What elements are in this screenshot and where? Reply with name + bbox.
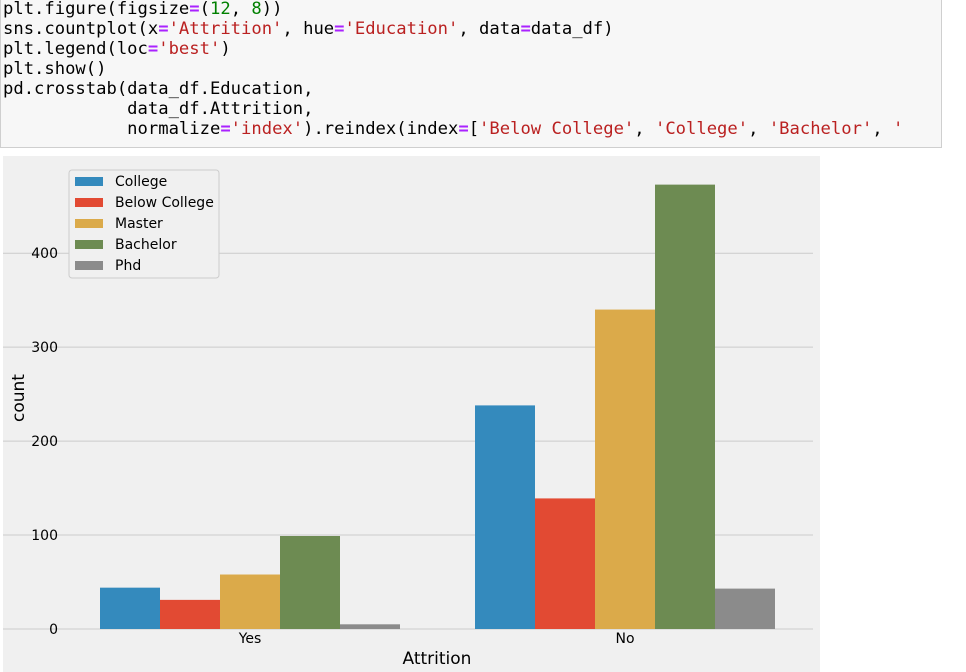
code-token: = — [220, 119, 231, 139]
code-token: plt.show() — [3, 59, 107, 79]
code-token: ( — [199, 0, 210, 19]
legend-swatch — [75, 219, 103, 228]
code-token: = — [334, 19, 345, 39]
code-token: , — [634, 119, 655, 139]
legend-swatch — [75, 198, 103, 207]
y-tick-label: 100 — [31, 528, 58, 544]
code-token: ) — [220, 39, 231, 59]
code-line: plt.show() — [3, 59, 106, 79]
code-line: data_df.Attrition, — [3, 99, 313, 119]
x-tick-label: Yes — [238, 631, 262, 647]
x-tick-label: No — [615, 631, 634, 647]
legend-swatch — [75, 177, 103, 186]
code-token: , — [872, 119, 893, 139]
code-token: 12 — [209, 0, 231, 19]
y-tick-label: 300 — [31, 340, 58, 356]
code-token: 'Below College' — [479, 119, 635, 139]
code-token: ).reindex(index — [303, 119, 459, 139]
legend-label: College — [115, 174, 167, 190]
bar-bachelor-yes — [280, 535, 340, 629]
code-token: [ — [468, 119, 480, 139]
code-token: data_df.Attrition, — [3, 99, 314, 119]
code-token: , — [230, 0, 252, 19]
code-token: = — [189, 0, 200, 19]
bar-below-college-yes — [160, 599, 220, 629]
y-tick-labels: 0 100 200 300 400 — [31, 246, 58, 638]
code-line: plt.legend(loc='best') — [3, 39, 231, 59]
code-token: 'Education' — [344, 19, 459, 39]
code-line: normalize='index').reindex(index=['Below… — [3, 119, 903, 139]
legend: College Below College Master Bachelor Phd — [68, 169, 220, 279]
legend-swatch — [75, 240, 103, 249]
bar-bachelor-no — [655, 184, 715, 629]
code-token: = — [520, 19, 531, 39]
y-tick-label: 0 — [49, 622, 58, 638]
legend-label: Below College — [115, 195, 214, 211]
bar-college-yes — [100, 587, 160, 629]
countplot-chart: 0 100 200 300 400 Yes No count Attrition Coll… — [3, 156, 820, 672]
code-token: 'Attrition' — [168, 19, 283, 39]
code-token: , — [748, 119, 769, 139]
code-token: 8 — [251, 0, 262, 19]
legend-label: Phd — [115, 258, 141, 274]
code-token: 'Bachelor' — [768, 119, 873, 139]
code-token: normalize — [3, 119, 221, 139]
bar-below-college-no — [535, 498, 595, 629]
code-token: 'College' — [654, 119, 749, 139]
legend-label: Master — [115, 216, 163, 232]
code-token: sns.countplot(x — [3, 19, 159, 39]
code-token: pd.crosstab(data_df.Education, — [3, 79, 314, 99]
code-line: plt.figure(figsize=(12, 8)) — [3, 0, 282, 19]
bar-master-yes — [220, 574, 280, 629]
code-line: pd.crosstab(data_df.Education, — [3, 79, 313, 99]
code-token: 'best' — [158, 39, 221, 59]
code-token: = — [458, 119, 469, 139]
y-axis-label: count — [9, 374, 29, 422]
x-tick-labels: Yes No — [238, 631, 635, 647]
code-token: , data — [458, 19, 521, 39]
code-token: = — [147, 39, 159, 59]
code-line: sns.countplot(x='Attrition', hue='Educat… — [3, 19, 614, 39]
code-token: , hue — [282, 19, 335, 39]
bar-college-no — [475, 405, 535, 629]
bar-phd-yes — [340, 624, 400, 629]
bar-phd-no — [715, 588, 775, 629]
bars — [100, 184, 775, 629]
code-token: = — [158, 19, 169, 39]
y-tick-label: 400 — [31, 246, 58, 262]
code-token: plt.figure(figsize — [3, 0, 190, 19]
code-token: ' — [893, 119, 904, 139]
code-token: )) — [261, 0, 283, 19]
legend-swatch — [75, 261, 103, 270]
x-axis-label: Attrition — [403, 649, 472, 669]
code-token: plt.legend(loc — [3, 39, 148, 59]
code-cell[interactable]: plt.figure(figsize=(12, 8)) sns.countplot… — [0, 0, 942, 148]
legend-frame — [68, 169, 220, 279]
code-token: data_df) — [530, 19, 614, 39]
legend-label: Bachelor — [115, 237, 177, 253]
y-tick-label: 200 — [31, 434, 58, 450]
bar-master-no — [595, 309, 655, 629]
code-token: 'index' — [230, 119, 304, 139]
